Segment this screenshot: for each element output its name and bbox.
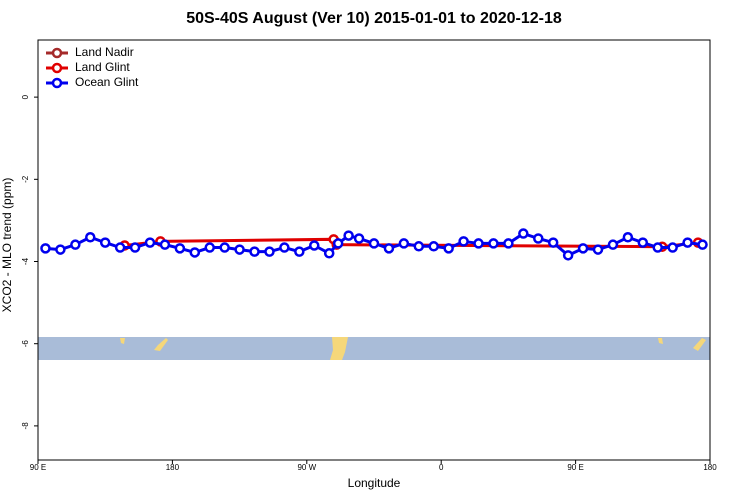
data-point bbox=[443, 243, 454, 254]
data-point bbox=[70, 239, 81, 250]
data-point bbox=[547, 237, 559, 248]
data-point bbox=[667, 242, 678, 253]
legend-marker bbox=[51, 47, 63, 59]
data-point bbox=[622, 232, 634, 243]
data-point bbox=[592, 244, 604, 255]
data-point bbox=[204, 242, 215, 253]
data-point bbox=[264, 246, 275, 257]
data-point bbox=[129, 242, 141, 253]
data-point bbox=[488, 238, 499, 249]
data-point bbox=[234, 244, 245, 255]
y-tick-label: -4 bbox=[21, 257, 30, 265]
y-tick-label: -2 bbox=[21, 175, 30, 183]
data-point bbox=[428, 241, 439, 252]
data-point bbox=[682, 237, 693, 248]
data-point bbox=[55, 244, 66, 255]
data-point bbox=[577, 243, 589, 254]
data-point bbox=[398, 238, 410, 249]
data-point bbox=[413, 241, 425, 252]
x-tick-label: 90 W bbox=[297, 463, 316, 472]
map-strip bbox=[38, 337, 710, 360]
chart-title: 50S-40S August (Ver 10) 2015-01-01 to 20… bbox=[186, 10, 562, 27]
x-tick-label: 0 bbox=[439, 463, 444, 472]
data-point bbox=[174, 243, 186, 254]
data-point bbox=[503, 238, 514, 249]
data-point bbox=[533, 233, 544, 244]
y-tick-label: 0 bbox=[21, 94, 30, 99]
data-point bbox=[368, 238, 380, 249]
data-point bbox=[99, 237, 111, 248]
legend-label: Land Glint bbox=[75, 60, 130, 74]
data-point bbox=[332, 238, 344, 249]
x-tick-label: 90 E bbox=[567, 463, 583, 472]
legend-marker bbox=[51, 62, 63, 74]
data-point bbox=[85, 232, 96, 243]
data-point bbox=[279, 242, 290, 253]
data-point bbox=[189, 247, 201, 258]
data-point bbox=[637, 237, 649, 248]
data-point bbox=[159, 239, 171, 250]
legend-label: Land Nadir bbox=[75, 45, 134, 59]
data-point bbox=[294, 246, 305, 257]
data-point bbox=[458, 236, 469, 247]
x-tick-label: 90 E bbox=[30, 463, 46, 472]
data-point bbox=[562, 250, 574, 261]
y-tick-label: -6 bbox=[21, 340, 30, 348]
x-tick-label: 180 bbox=[166, 463, 180, 472]
legend-marker bbox=[51, 77, 63, 89]
x-tick-label: 180 bbox=[703, 463, 717, 472]
data-point bbox=[697, 239, 708, 250]
y-axis-label: XCO2 - MLO trend (ppm) bbox=[0, 178, 14, 313]
data-point bbox=[353, 233, 365, 244]
data-point bbox=[309, 240, 320, 251]
series-line bbox=[45, 231, 703, 258]
data-point bbox=[652, 242, 663, 253]
data-point bbox=[343, 230, 354, 241]
x-axis-label: Longitude bbox=[348, 476, 401, 490]
data-point bbox=[144, 237, 156, 248]
data-point bbox=[518, 228, 529, 239]
data-point bbox=[114, 242, 126, 253]
legend-label: Ocean Glint bbox=[75, 75, 139, 89]
y-tick-label: -8 bbox=[21, 422, 30, 430]
data-point bbox=[607, 239, 619, 250]
data-point bbox=[219, 242, 230, 253]
plot-frame bbox=[37, 39, 711, 461]
data-point bbox=[249, 246, 260, 257]
data-point bbox=[473, 238, 484, 249]
data-point bbox=[40, 243, 51, 254]
data-point bbox=[323, 248, 335, 259]
data-point bbox=[383, 243, 395, 254]
